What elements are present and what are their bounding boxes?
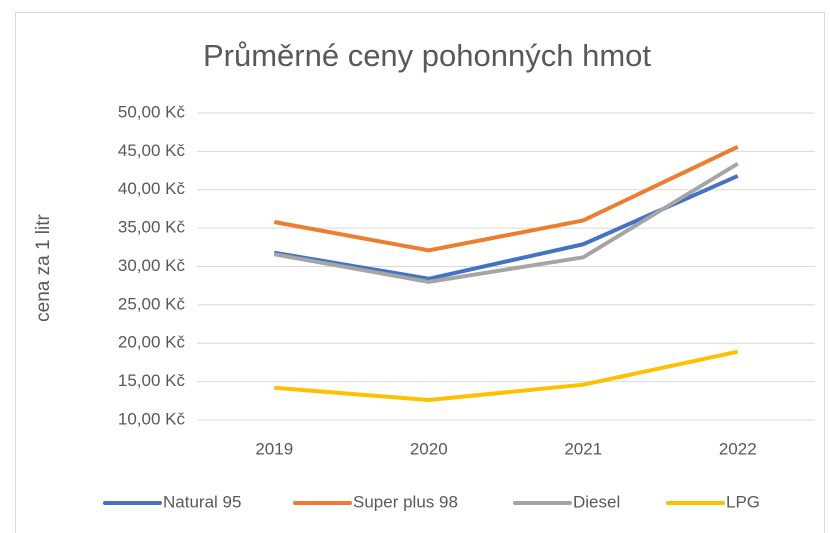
- legend-label: Natural 95: [163, 492, 241, 511]
- y-tick-label: 20,00 Kč: [118, 333, 186, 352]
- y-tick-label: 40,00 Kč: [118, 179, 186, 198]
- chart-title: Průměrné ceny pohonných hmot: [203, 38, 651, 73]
- x-tick-label: 2020: [410, 439, 448, 458]
- y-tick-label: 35,00 Kč: [118, 218, 186, 237]
- y-tick-label: 10,00 Kč: [118, 409, 186, 428]
- y-tick-label: 25,00 Kč: [118, 294, 186, 313]
- y-tick-label: 50,00 Kč: [118, 102, 186, 121]
- series-line: [273, 144, 739, 253]
- y-tick-label: 45,00 Kč: [118, 141, 186, 160]
- series-line: [273, 161, 739, 284]
- y-tick-label: 30,00 Kč: [118, 256, 186, 275]
- x-tick-label: 2019: [255, 439, 293, 458]
- legend-label: LPG: [726, 492, 760, 511]
- legend-label: Super plus 98: [353, 492, 458, 511]
- chart-frame: [15, 12, 825, 533]
- x-tick-label: 2022: [719, 439, 757, 458]
- y-tick-label: 15,00 Kč: [118, 371, 186, 390]
- y-axis-label: cena za 1 litr: [33, 213, 54, 321]
- legend-label: Diesel: [573, 492, 620, 511]
- series-line: [274, 349, 739, 403]
- x-tick-label: 2021: [564, 439, 602, 458]
